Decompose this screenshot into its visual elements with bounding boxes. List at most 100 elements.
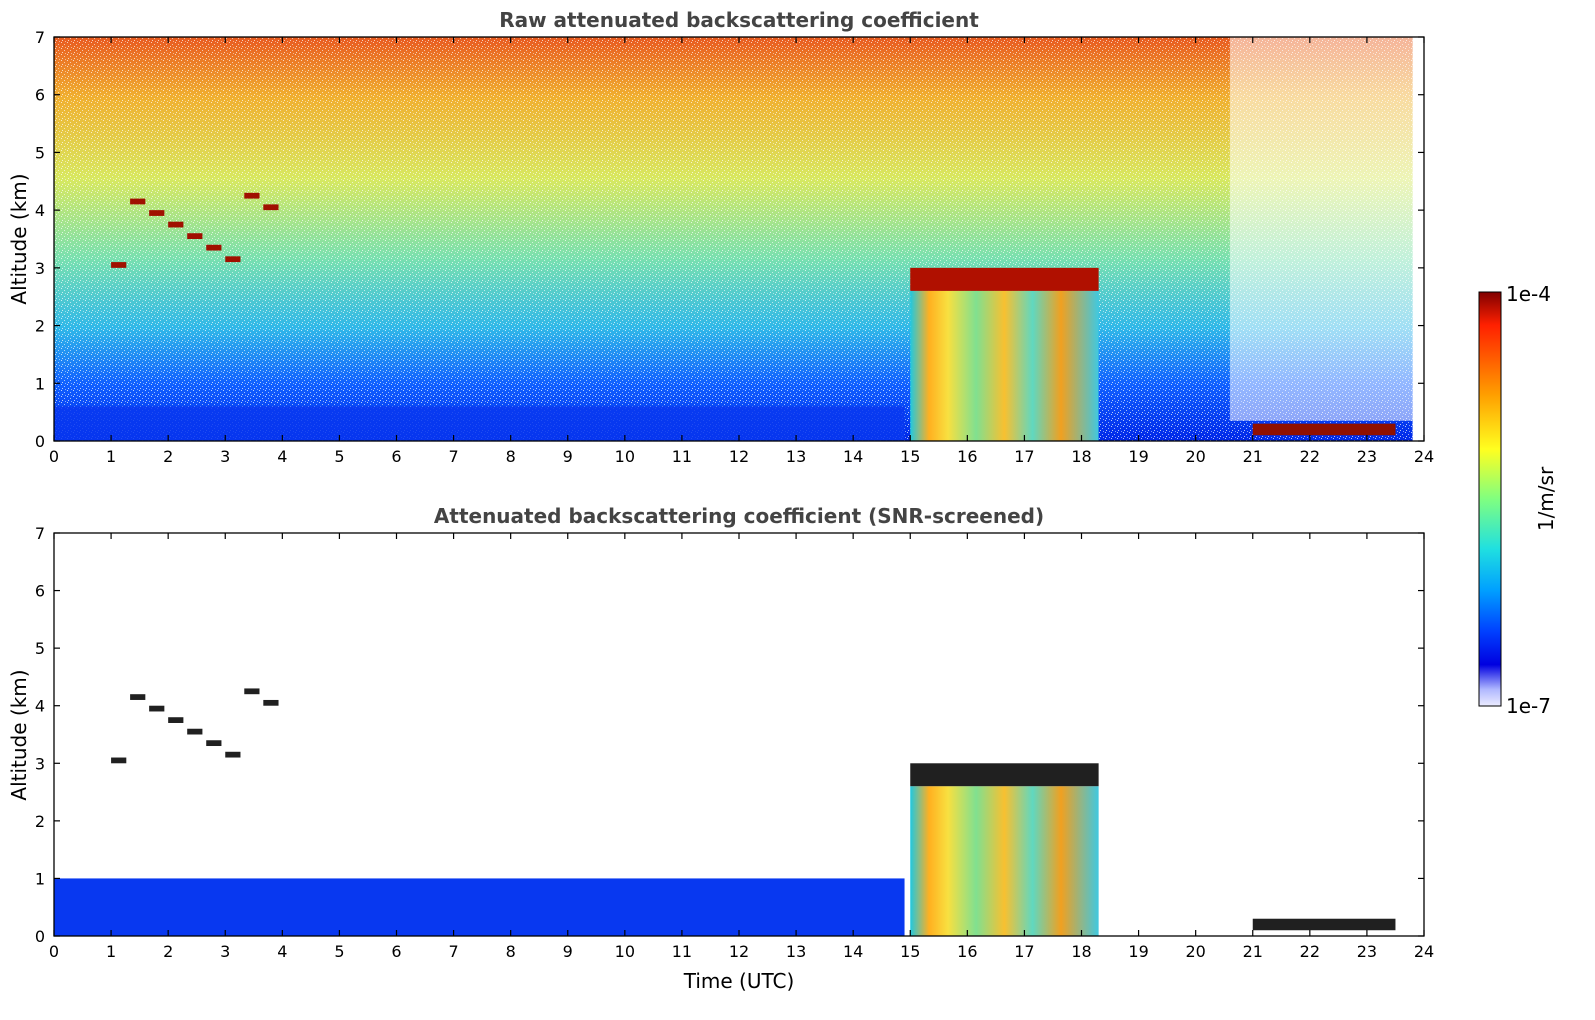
x-tick-label: 18 (1071, 447, 1091, 466)
x-tick-label: 13 (786, 942, 806, 961)
y-tick-label: 5 (35, 639, 45, 658)
y-tick-label: 1 (35, 869, 45, 888)
boundary-layer-band (54, 406, 905, 441)
cloud-fragment (244, 192, 260, 199)
cloud-fragment (225, 751, 241, 758)
raw-panel-title: Raw attenuated backscattering coefficien… (499, 8, 979, 32)
cloud-fragment (225, 256, 241, 263)
y-tick-label: 0 (35, 432, 45, 451)
x-axis-label: Time (UTC) (683, 969, 795, 993)
raw-y-axis-label: Altitude (km) (7, 173, 31, 304)
low-cloud-band (1252, 918, 1396, 931)
x-tick-label: 14 (843, 942, 863, 961)
y-tick-label: 2 (35, 317, 45, 336)
x-tick-label: 10 (615, 447, 635, 466)
x-tick-label: 15 (900, 447, 920, 466)
x-tick-label: 9 (563, 942, 573, 961)
attenuated-region (1229, 37, 1413, 421)
screened-plot-frame (53, 532, 1425, 937)
colorbar-gradient (1478, 291, 1502, 707)
cloud-fragment (130, 694, 146, 700)
y-tick-label: 5 (35, 143, 45, 162)
screened-x-ticks: 0 1 2 3 4 5 6 7 8 9 10 11 12 13 14 15 16 17 18 19 20 21 22 23 24 (49, 533, 1434, 961)
x-tick-label: 20 (1185, 942, 1205, 961)
cloud-fragment (263, 204, 279, 211)
x-tick-label: 22 (1300, 447, 1320, 466)
x-tick-label: 23 (1357, 942, 1377, 961)
y-tick-label: 4 (35, 201, 45, 220)
x-tick-label: 8 (506, 447, 516, 466)
cloud-fragment (206, 244, 222, 251)
cloud-fragment (187, 233, 203, 239)
cloud-fragment (168, 717, 184, 723)
x-tick-label: 3 (220, 447, 230, 466)
y-tick-label: 2 (35, 812, 45, 831)
cloud-fragment (111, 757, 127, 764)
x-tick-label: 15 (900, 942, 920, 961)
x-tick-label: 24 (1414, 447, 1434, 466)
x-tick-label: 1 (106, 942, 116, 961)
x-tick-label: 2 (163, 942, 173, 961)
y-tick-label: 3 (35, 754, 45, 773)
x-tick-label: 6 (391, 447, 401, 466)
x-tick-label: 19 (1128, 447, 1148, 466)
screened-plot-area (54, 688, 1396, 936)
x-tick-label: 10 (615, 942, 635, 961)
x-tick-label: 11 (672, 447, 692, 466)
cloud-layer-band (910, 763, 1099, 787)
y-tick-label: 7 (35, 28, 45, 47)
cloud-fragment (206, 740, 222, 747)
x-tick-label: 21 (1243, 447, 1263, 466)
precipitation-band (910, 786, 1099, 936)
x-tick-label: 2 (163, 447, 173, 466)
y-tick-label: 0 (35, 927, 45, 946)
x-tick-label: 5 (334, 942, 344, 961)
x-tick-label: 24 (1414, 942, 1434, 961)
x-tick-label: 11 (672, 942, 692, 961)
screened-y-ticks: 0 1 2 3 4 5 6 7 (35, 524, 1424, 946)
cloud-fragment (111, 262, 127, 268)
y-tick-label: 4 (35, 697, 45, 716)
cloud-fragment (149, 210, 165, 216)
x-tick-label: 4 (277, 447, 287, 466)
raw-plot-area (54, 37, 1413, 441)
y-tick-label: 1 (35, 374, 45, 393)
cloud-fragment (149, 705, 165, 712)
x-tick-label: 3 (220, 942, 230, 961)
cloud-fragment (187, 728, 203, 735)
x-tick-label: 14 (843, 447, 863, 466)
x-tick-label: 5 (334, 447, 344, 466)
x-tick-label: 1 (106, 447, 116, 466)
y-tick-label: 6 (35, 582, 45, 601)
cloud-layer-band (910, 267, 1099, 291)
raw-backscatter-panel: Raw attenuated backscattering coefficien… (7, 8, 1434, 466)
x-tick-label: 22 (1300, 942, 1320, 961)
precipitation-band (910, 290, 1099, 441)
x-tick-label: 7 (448, 942, 458, 961)
x-tick-label: 16 (957, 942, 977, 961)
y-tick-label: 6 (35, 86, 45, 105)
cloud-fragment (130, 198, 146, 205)
x-tick-label: 8 (506, 942, 516, 961)
raw-x-ticks: 0 1 2 3 4 5 6 7 8 9 10 11 12 13 14 15 16 17 18 19 20 21 22 23 24 (49, 37, 1434, 466)
colorbar-max-label: 1e-4 (1506, 282, 1551, 306)
colorbar: 1e-4 1e-7 1/m/sr (1478, 282, 1558, 718)
x-tick-label: 12 (729, 447, 749, 466)
low-cloud-band (1252, 423, 1396, 436)
x-tick-label: 4 (277, 942, 287, 961)
x-tick-label: 17 (1014, 942, 1034, 961)
x-tick-label: 23 (1357, 447, 1377, 466)
x-tick-label: 20 (1185, 447, 1205, 466)
raw-y-ticks: 0 1 2 3 4 5 6 7 (35, 28, 1424, 451)
cloud-fragment (244, 688, 260, 695)
colorbar-min-label: 1e-7 (1506, 694, 1551, 718)
x-tick-label: 6 (391, 942, 401, 961)
boundary-layer-band (54, 878, 905, 936)
x-tick-label: 0 (49, 447, 59, 466)
y-tick-label: 7 (35, 524, 45, 543)
x-tick-label: 13 (786, 447, 806, 466)
cloud-fragment (263, 699, 279, 706)
noise-speckle (54, 37, 1413, 441)
x-tick-label: 0 (49, 942, 59, 961)
